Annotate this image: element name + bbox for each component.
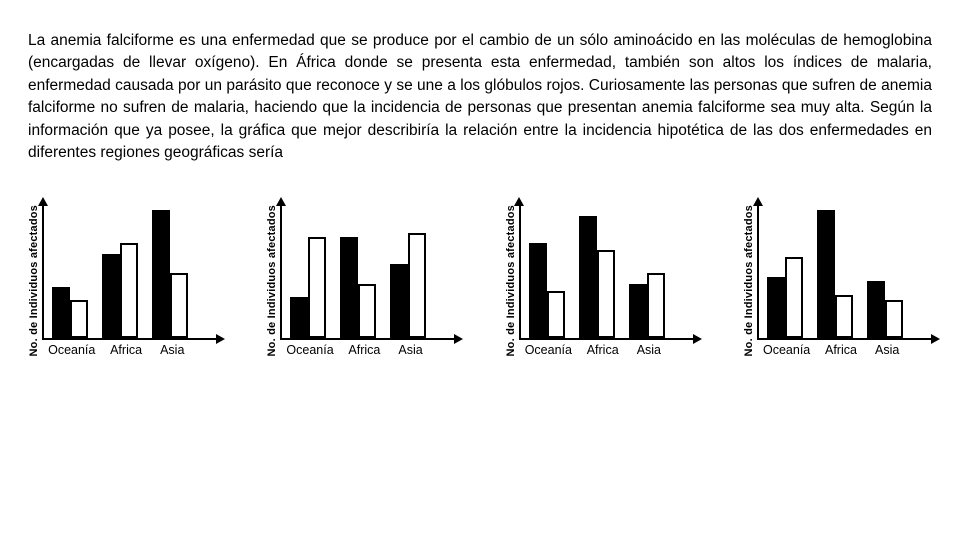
x-label: Oceanía [525, 343, 587, 357]
bar-white [547, 291, 565, 338]
bar-black [529, 243, 547, 338]
bar-white [835, 295, 853, 338]
bar-black [340, 237, 358, 338]
x-label: Asia [398, 343, 438, 357]
bar-white [408, 233, 426, 338]
bar-black [290, 297, 308, 338]
x-label: Africa [587, 343, 637, 357]
bar-group [867, 281, 903, 338]
bar-white [647, 273, 665, 338]
chart-plot [42, 205, 217, 340]
y-axis-label: No. de Individuos afectados [266, 205, 278, 366]
bar-groups [282, 205, 455, 338]
bar-group [340, 237, 376, 338]
x-label: Oceanía [763, 343, 825, 357]
bar-white [170, 273, 188, 338]
chart-option-1: No. de Individuos afectados Oceanía Afri… [28, 205, 217, 366]
chart-plot [280, 205, 455, 340]
bar-group [390, 233, 426, 338]
bar-white [358, 284, 376, 338]
bar-black [102, 254, 120, 338]
chart-plot [757, 205, 932, 340]
chart-option-2: No. de Individuos afectados Oceanía Afri… [266, 205, 455, 366]
bar-black [579, 216, 597, 338]
bar-groups [521, 205, 694, 338]
bar-group [817, 210, 853, 338]
x-label: Oceanía [48, 343, 110, 357]
x-axis-labels: Oceanía Africa Asia [757, 340, 932, 357]
bar-white [785, 257, 803, 338]
x-label: Asia [875, 343, 915, 357]
y-axis-label: No. de Individuos afectados [743, 205, 755, 366]
bar-group [102, 243, 138, 338]
bar-groups [759, 205, 932, 338]
bar-white [885, 300, 903, 338]
x-axis-labels: Oceanía Africa Asia [42, 340, 217, 357]
bar-black [817, 210, 835, 338]
x-label: Africa [348, 343, 398, 357]
charts-row: No. de Individuos afectados Oceanía Afri… [28, 205, 932, 366]
x-label: Africa [110, 343, 160, 357]
question-paragraph: La anemia falciforme es una enfermedad q… [28, 30, 932, 165]
bar-black [629, 284, 647, 338]
bar-group [52, 287, 88, 338]
bar-group [529, 243, 565, 338]
bar-black [152, 210, 170, 338]
y-axis-label: No. de Individuos afectados [505, 205, 517, 366]
bar-white [70, 300, 88, 338]
bar-group [152, 210, 188, 338]
bar-groups [44, 205, 217, 338]
bar-black [52, 287, 70, 338]
bar-white [120, 243, 138, 338]
chart-option-4: No. de Individuos afectados Oceanía Afri… [743, 205, 932, 366]
bar-white [597, 250, 615, 338]
bar-group [290, 237, 326, 338]
chart-option-3: No. de Individuos afectados Oceanía Afri… [505, 205, 694, 366]
bar-group [629, 273, 665, 338]
bar-group [767, 257, 803, 338]
x-label: Africa [825, 343, 875, 357]
bar-white [308, 237, 326, 338]
x-axis-labels: Oceanía Africa Asia [519, 340, 694, 357]
bar-black [767, 277, 785, 338]
x-label: Asia [637, 343, 677, 357]
bar-black [390, 264, 408, 338]
bar-black [867, 281, 885, 338]
x-label: Asia [160, 343, 200, 357]
y-axis-label: No. de Individuos afectados [28, 205, 40, 366]
x-axis-labels: Oceanía Africa Asia [280, 340, 455, 357]
chart-plot [519, 205, 694, 340]
bar-group [579, 216, 615, 338]
x-label: Oceanía [286, 343, 348, 357]
